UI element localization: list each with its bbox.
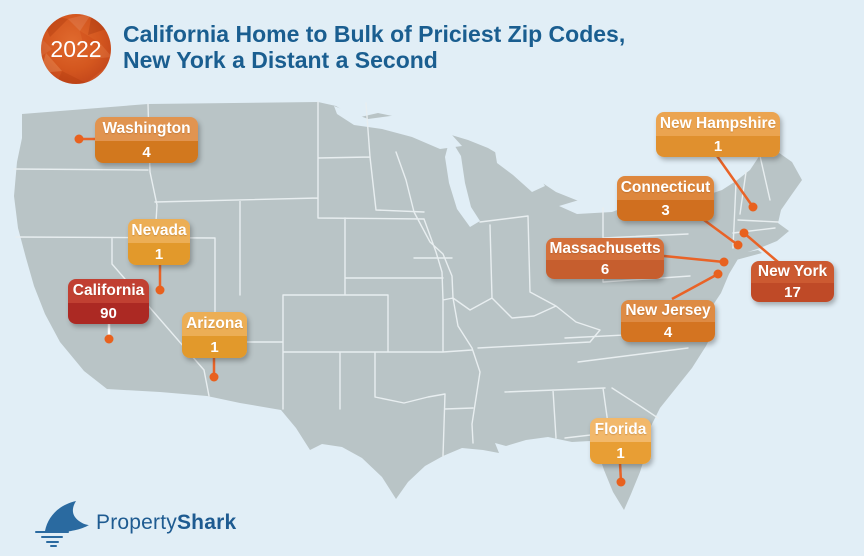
infographic-title: California Home to Bulk of Priciest Zip … (123, 21, 625, 73)
callout-new-hampshire: New Hampshire 1 (656, 112, 780, 157)
propertyshark-wordmark: PropertyShark (96, 511, 236, 535)
badge-circle (41, 14, 111, 84)
callout-state-value: 1 (656, 135, 780, 157)
callout-state-value: 1 (590, 442, 651, 464)
lake-michigan (445, 138, 480, 227)
callout-state-name: Florida (590, 418, 651, 443)
callout-state-value: 6 (546, 259, 664, 279)
callout-state-name: Arizona (182, 312, 247, 337)
callout-nevada: Nevada 1 (128, 219, 190, 265)
callout-state-name: New York (751, 261, 834, 283)
badge-year-text: 2022 (50, 36, 101, 62)
callout-state-value: 3 (617, 199, 714, 221)
callout-washington: Washington 4 (95, 117, 198, 163)
callout-state-value: 4 (95, 141, 198, 163)
great-lakes (334, 106, 701, 227)
callout-state-name: New Hampshire (656, 112, 780, 136)
wordmark-shark: Shark (176, 511, 237, 534)
callout-connecticut: Connecticut 3 (617, 176, 714, 221)
callout-state-name: Nevada (128, 219, 190, 244)
callout-state-value: 17 (751, 282, 834, 302)
lake-huron (495, 151, 545, 192)
callout-state-name: New Jersey (621, 300, 715, 323)
shark-fin-icon (35, 501, 89, 547)
callout-state-name: Connecticut (617, 176, 714, 200)
year-badge: 2022 (41, 14, 111, 84)
callout-new-york: New York 17 (751, 261, 834, 302)
callout-arizona: Arizona 1 (182, 312, 247, 358)
callout-california: California 90 (68, 279, 149, 324)
wordmark-property: Property (96, 511, 177, 534)
callout-state-name: Washington (95, 117, 198, 142)
callout-state-value: 1 (182, 336, 247, 358)
title-line-2: New York a Distant a Second (123, 47, 438, 73)
callout-state-value: 90 (68, 302, 149, 324)
callout-state-value: 4 (621, 322, 715, 342)
callout-state-name: Massachusetts (546, 238, 664, 260)
callout-state-value: 1 (128, 243, 190, 265)
callout-florida: Florida 1 (590, 418, 651, 464)
callout-massachusetts: Massachusetts 6 (546, 238, 664, 279)
title-line-1: California Home to Bulk of Priciest Zip … (123, 21, 626, 47)
propertyshark-logo: PropertyShark (34, 499, 236, 547)
us-map-land (14, 102, 802, 510)
callout-state-name: California (68, 279, 149, 303)
callout-new-jersey: New Jersey 4 (621, 300, 715, 342)
lake-superior (334, 106, 462, 149)
